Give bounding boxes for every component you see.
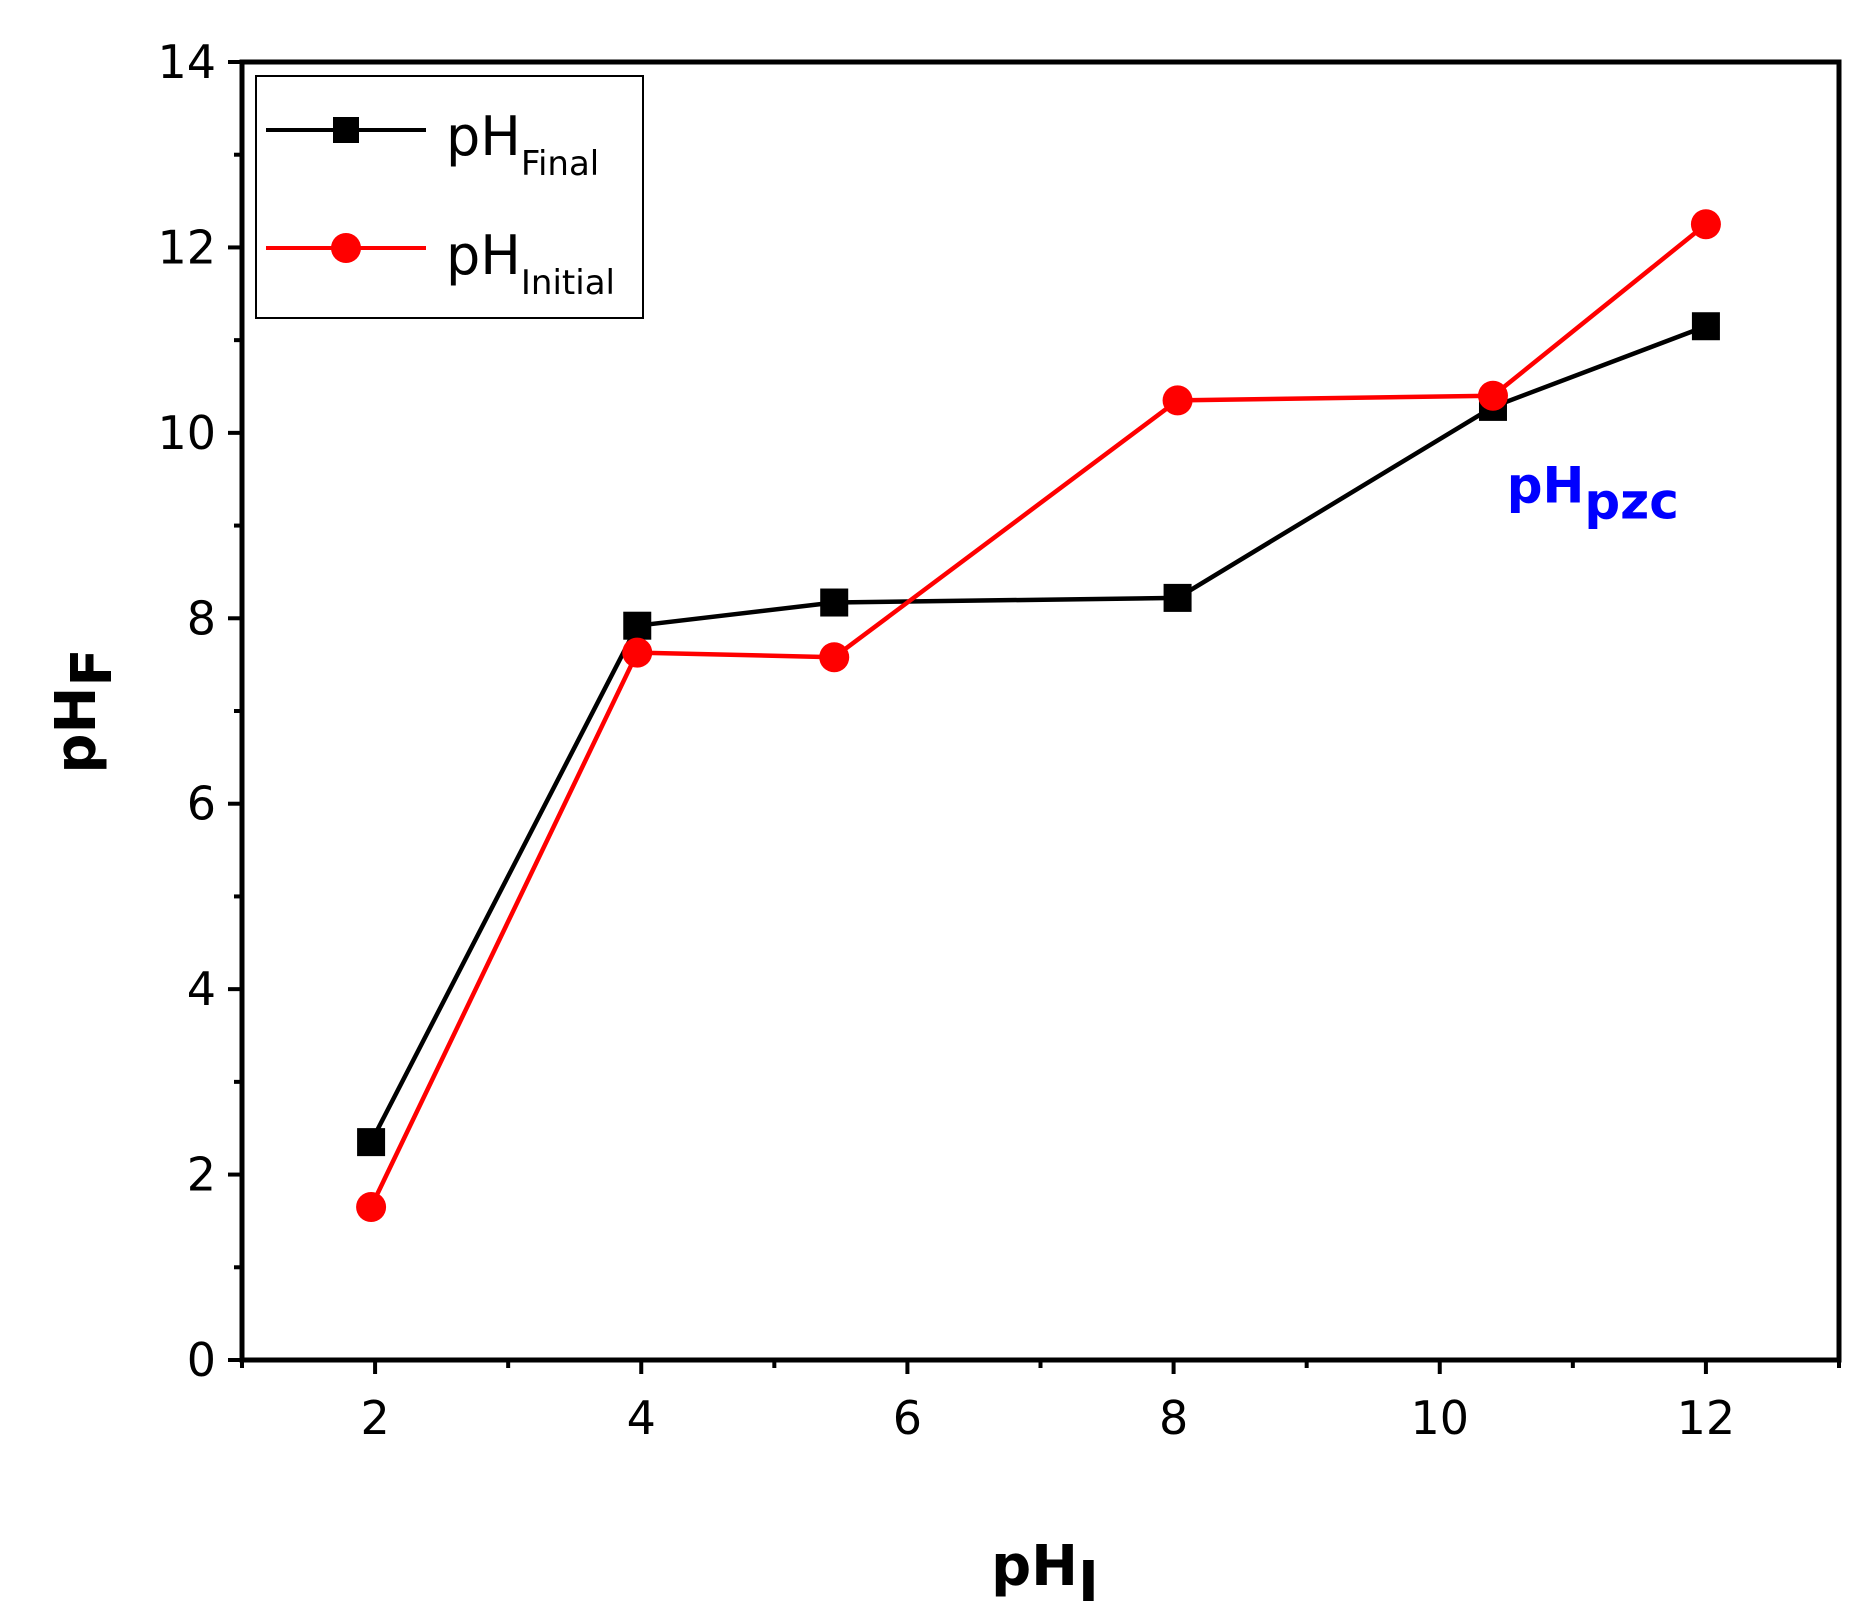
legend-label-initial-sub: Initial [521, 263, 615, 303]
data-point-initial [1477, 380, 1508, 411]
data-point-initial [819, 642, 850, 673]
y-tick-label: 10 [157, 406, 216, 460]
legend-marker-initial [331, 233, 361, 263]
x-axis-title-main: pH [991, 1534, 1078, 1599]
legend-label-initial: pHInitial [446, 224, 615, 303]
legend-label-final-sub: Final [521, 144, 599, 184]
y-tick-label: 2 [187, 1148, 216, 1202]
series-initial [356, 209, 1721, 1223]
legend-box [255, 75, 644, 319]
legend-label-final-main: pH [446, 105, 521, 168]
x-tick-label: 6 [893, 1391, 922, 1445]
data-point-final [1691, 312, 1720, 341]
pzc-annotation-sub: pzc [1584, 472, 1679, 530]
y-axis-title-sub: F [60, 648, 125, 686]
y-tick-label: 12 [157, 220, 216, 274]
data-point-initial [622, 637, 653, 668]
data-point-final [820, 588, 849, 617]
y-axis-title: pHF [44, 648, 125, 773]
x-axis-title: pHI [991, 1534, 1099, 1615]
series-final [357, 312, 1720, 1157]
data-point-initial [1690, 209, 1721, 240]
data-point-final [357, 1128, 386, 1157]
series-layer [356, 209, 1721, 1223]
series-line-initial [369, 222, 1708, 1208]
pzc-annotation: pHpzc [1507, 456, 1679, 530]
x-tick-label: 10 [1410, 1391, 1469, 1445]
y-axis-title-main: pH [44, 687, 109, 774]
x-tick-label: 12 [1677, 1391, 1736, 1445]
y-tick-label: 8 [187, 591, 216, 645]
legend-label-initial-main: pH [446, 224, 521, 287]
x-tick-label: 8 [1159, 1391, 1188, 1445]
data-point-final [1163, 583, 1192, 612]
y-tick-label: 14 [157, 35, 216, 89]
x-tick-label: 2 [360, 1391, 389, 1445]
data-point-initial [1162, 385, 1193, 416]
x-tick-label: 4 [627, 1391, 656, 1445]
x-axis-title-sub: I [1078, 1550, 1099, 1615]
y-tick-label: 6 [187, 777, 216, 831]
legend-label-final: pHFinal [446, 105, 599, 184]
legend: pHFinal pHInitial [255, 75, 644, 319]
series-line-final [369, 324, 1707, 1144]
axis-ticks: 2 4 6 8 10 12 0 2 4 6 8 10 12 14 [157, 35, 1841, 1445]
legend-marker-final [333, 117, 359, 143]
y-tick-label: 0 [187, 1333, 216, 1387]
pzc-annotation-main: pH [1507, 456, 1585, 514]
data-point-initial [356, 1192, 387, 1223]
y-tick-label: 4 [187, 962, 216, 1016]
data-point-final [623, 611, 652, 640]
